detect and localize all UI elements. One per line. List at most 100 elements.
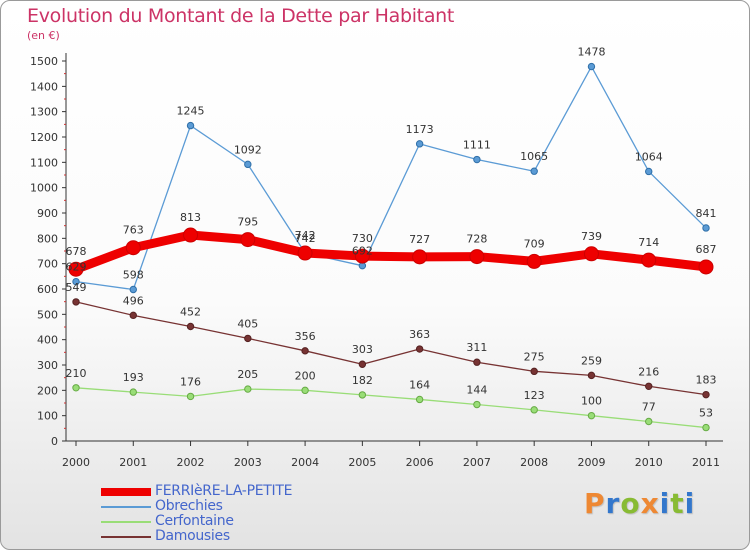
data-label: 692 [352,245,373,258]
data-point [583,246,599,262]
data-label: 210 [66,367,87,380]
y-tick-label: 1500 [30,55,58,68]
legend-swatch [101,536,151,538]
data-point [354,248,370,264]
chart-series [68,62,714,432]
data-point [297,245,313,261]
data-point [641,252,657,268]
data-label: 182 [352,374,373,387]
data-point [186,392,195,401]
data-label: 1173 [406,123,434,136]
y-tick-label: 800 [37,232,58,245]
data-point [645,417,653,426]
data-point [129,311,137,320]
data-point [415,395,424,404]
data-point [240,232,256,248]
series-line [75,301,707,396]
data-point [186,121,195,130]
data-label: 1478 [577,46,605,59]
data-point [186,322,195,331]
y-tick-label: 200 [37,384,58,397]
data-point [301,386,309,395]
x-tick-label: 2005 [348,456,376,469]
series-3 [72,298,710,399]
data-point [129,388,137,396]
data-point [526,253,542,269]
chart-subtitle: (en €) [27,29,60,42]
data-label: 678 [66,245,87,258]
data-label: 200 [295,369,316,382]
data-point [412,249,428,265]
data-point [125,240,141,256]
y-tick-label: 1100 [30,156,58,169]
legend-label: Damousies [155,528,230,544]
data-label: 598 [123,269,144,282]
data-label: 100 [581,395,602,408]
data-point [702,224,710,232]
x-tick-label: 2001 [119,456,147,469]
data-point [358,360,367,368]
data-point [72,298,80,306]
data-point [645,382,653,390]
data-label: 841 [696,207,717,220]
logo-letter: i [659,487,671,520]
data-label: 53 [699,407,713,420]
series-line [75,387,707,429]
data-point [244,385,252,393]
data-label: 795 [237,216,258,229]
y-tick-label: 100 [37,410,58,423]
y-tick-label: 900 [37,207,58,220]
data-point [698,259,714,275]
x-tick-label: 2010 [635,456,663,469]
data-label: 1245 [177,105,205,118]
chart-axes: 0 100 200 300 400 500 600 700 800 900 1000 1100 1200… [30,53,723,469]
data-label: 496 [123,294,144,307]
data-point [469,249,485,265]
y-tick-label: 1000 [30,182,58,195]
data-point [415,140,424,148]
data-label: 727 [409,233,430,246]
data-label: 1092 [234,143,262,156]
y-tick-label: 400 [37,334,58,347]
y-tick-label: 700 [37,258,58,271]
y-tick-label: 1300 [30,106,58,119]
legend-swatch [101,521,151,523]
data-label: 205 [237,368,258,381]
data-point [68,261,84,277]
data-label: 742 [295,229,316,242]
data-point [473,358,481,366]
data-label: 813 [180,211,201,224]
data-label: 183 [696,374,717,387]
data-point [72,384,80,392]
data-point [530,406,538,414]
logo-letter: x [640,487,660,520]
data-point [415,345,424,353]
data-label: 452 [180,305,201,318]
legend-label: Cerfontaine [155,513,234,529]
data-label: 629 [66,261,87,274]
data-point [645,167,653,176]
data-label: 709 [524,237,545,250]
x-tick-label: 2006 [406,456,434,469]
data-label: 144 [466,384,487,397]
data-label: 549 [66,281,87,294]
series-2 [72,384,710,432]
data-label: 123 [524,389,545,402]
data-label: 405 [237,317,258,330]
data-label: 730 [352,232,373,245]
logo-letter: i [684,487,696,520]
data-label: 763 [123,224,144,237]
data-label: 742 [295,232,316,245]
legend-swatch [101,506,151,508]
chart-title: Evolution du Montant de la Dette par Hab… [27,5,455,27]
data-point [587,411,596,420]
x-tick-label: 2002 [177,456,205,469]
data-label: 687 [696,243,717,256]
data-label: 275 [524,350,545,363]
x-tick-label: 2009 [577,456,605,469]
data-label: 311 [466,341,487,354]
series-line [71,230,711,274]
data-label: 193 [123,371,144,384]
logo-letter: o [620,487,641,520]
